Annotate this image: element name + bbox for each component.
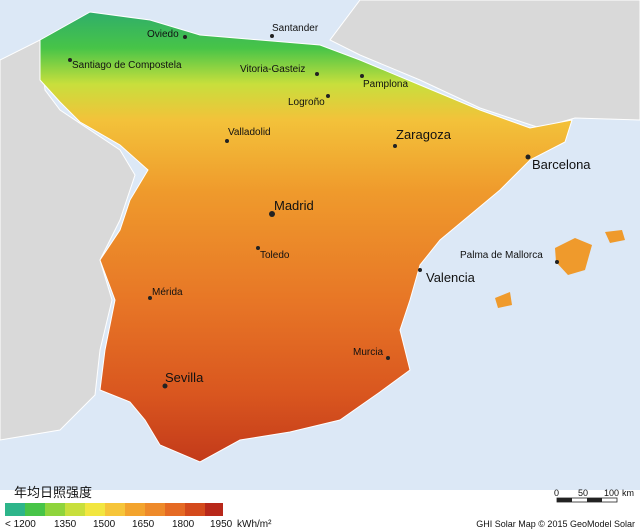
scale-label: 50 (578, 488, 588, 498)
swatch (25, 503, 45, 516)
swatch (165, 503, 185, 516)
ibiza (495, 292, 512, 308)
city-dot (269, 211, 275, 217)
menorca (605, 230, 625, 243)
scale-segment (587, 498, 602, 502)
city-label: Toledo (260, 250, 290, 261)
city-label: Logroño (288, 97, 325, 108)
scale-bar (556, 497, 618, 503)
city-label: Zaragoza (396, 127, 452, 142)
city-dot (393, 144, 397, 148)
city-dot (315, 72, 319, 76)
cities: Oviedo Santander Santiago de Compostela … (68, 23, 591, 389)
city-label: Santiago de Compostela (72, 60, 182, 71)
swatch (5, 503, 25, 516)
legend-label: 1650 (132, 519, 155, 530)
city-dot (183, 35, 187, 39)
city-label: Barcelona (532, 157, 591, 172)
city-label: Pamplona (363, 79, 408, 90)
city-label: Murcia (353, 347, 383, 358)
city-dot (162, 383, 168, 389)
scale-label: 100 (604, 488, 619, 498)
city-label: Oviedo (147, 29, 179, 40)
legend-label: < 1200 (5, 519, 36, 530)
city-dot (360, 74, 364, 78)
swatch (185, 503, 205, 516)
city-dot (225, 139, 229, 143)
city-dot (418, 268, 422, 272)
legend-label: 1350 (54, 519, 77, 530)
city-dot (148, 296, 152, 300)
legend-label: 1800 (172, 519, 195, 530)
scale-unit: km (622, 488, 634, 498)
scale-segment (557, 498, 572, 502)
city-label: Valencia (426, 270, 476, 285)
legend-label: 1500 (93, 519, 116, 530)
france (329, 0, 640, 129)
portugal (0, 39, 136, 441)
city-label: Mérida (152, 287, 183, 298)
legend-unit: kWh/m² (237, 519, 272, 530)
legend-label: 1950 (210, 519, 233, 530)
swatch (45, 503, 65, 516)
swatch (65, 503, 85, 516)
city-label: Vitoria-Gasteiz (240, 64, 305, 75)
scale-label: 0 (554, 488, 559, 498)
city-dot (68, 58, 72, 62)
spain (39, 11, 573, 463)
swatch (145, 503, 165, 516)
city-dot (256, 246, 260, 250)
swatch (105, 503, 125, 516)
swatch (125, 503, 145, 516)
city-dot (386, 356, 390, 360)
city-label: Santander (272, 23, 319, 34)
city-dot (270, 34, 274, 38)
legend-swatches (5, 503, 223, 516)
city-label: Palma de Mallorca (460, 250, 543, 261)
mallorca (555, 238, 592, 275)
legend-title: 年均日照强度 (14, 485, 92, 500)
swatch (205, 503, 223, 516)
city-dot (326, 94, 330, 98)
swatch (85, 503, 105, 516)
city-label: Sevilla (165, 370, 204, 385)
city-label: Madrid (274, 198, 314, 213)
credit: GHI Solar Map © 2015 GeoModel Solar (476, 519, 635, 529)
city-dot (555, 260, 559, 264)
city-dot (525, 154, 531, 160)
city-label: Valladolid (228, 127, 271, 138)
